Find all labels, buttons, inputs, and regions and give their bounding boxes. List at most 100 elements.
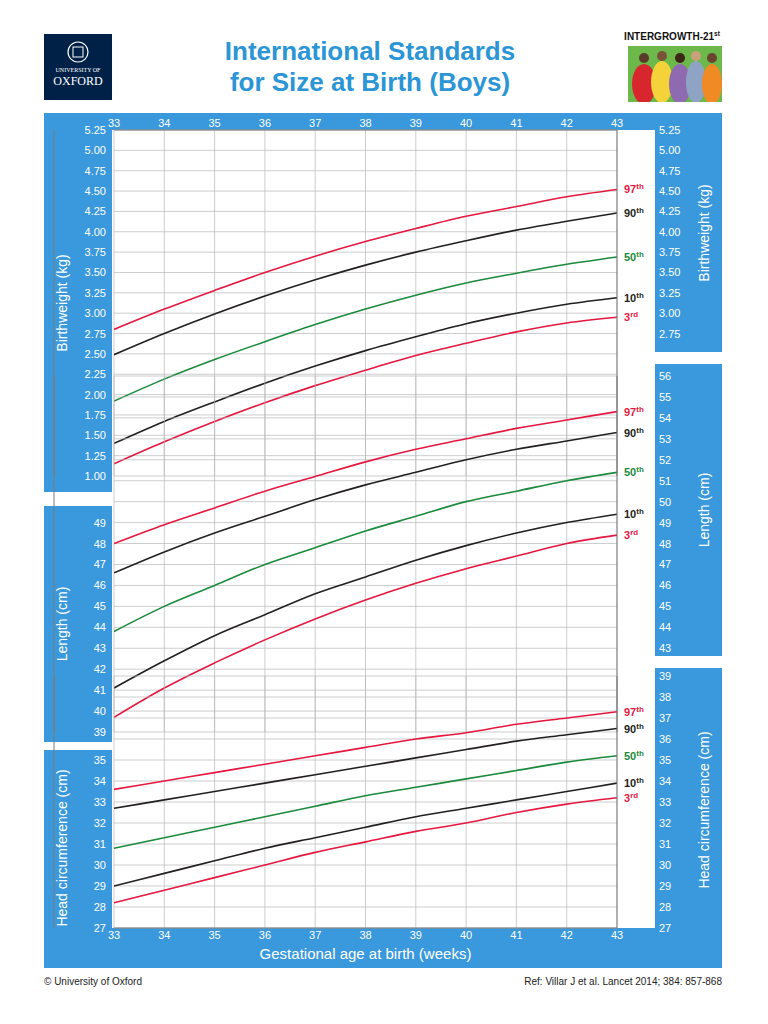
svg-text:46: 46	[659, 579, 671, 591]
svg-text:3.25: 3.25	[85, 287, 106, 299]
svg-text:29: 29	[94, 880, 106, 892]
svg-text:5.25: 5.25	[85, 124, 106, 136]
svg-text:43: 43	[611, 929, 623, 941]
svg-text:36: 36	[259, 117, 271, 129]
svg-text:37: 37	[659, 712, 671, 724]
svg-text:97th: 97th	[624, 405, 644, 418]
svg-text:3.75: 3.75	[85, 246, 106, 258]
svg-text:1.25: 1.25	[85, 450, 106, 462]
svg-text:52: 52	[659, 454, 671, 466]
svg-text:46: 46	[94, 579, 106, 591]
svg-text:35: 35	[659, 754, 671, 766]
svg-text:45: 45	[659, 600, 671, 612]
svg-text:5.00: 5.00	[85, 144, 106, 156]
svg-text:3rd: 3rd	[624, 528, 638, 541]
svg-text:34: 34	[158, 929, 170, 941]
svg-text:28: 28	[659, 901, 671, 913]
svg-text:3.50: 3.50	[659, 266, 680, 278]
svg-text:28: 28	[94, 901, 106, 913]
svg-text:3.00: 3.00	[659, 307, 680, 319]
svg-text:4.00: 4.00	[85, 226, 106, 238]
svg-text:27: 27	[659, 922, 671, 934]
svg-text:37: 37	[309, 929, 321, 941]
svg-text:40: 40	[460, 929, 472, 941]
svg-text:29: 29	[659, 880, 671, 892]
svg-text:4.50: 4.50	[85, 185, 106, 197]
svg-text:38: 38	[359, 117, 371, 129]
svg-text:3rd: 3rd	[624, 791, 638, 804]
svg-text:48: 48	[94, 538, 106, 550]
svg-text:27: 27	[94, 922, 106, 934]
svg-text:45: 45	[94, 600, 106, 612]
svg-text:31: 31	[94, 838, 106, 850]
svg-text:3.00: 3.00	[85, 307, 106, 319]
svg-text:10th: 10th	[624, 507, 644, 520]
svg-text:35: 35	[208, 929, 220, 941]
svg-text:31: 31	[659, 838, 671, 850]
svg-text:10th: 10th	[624, 776, 644, 789]
svg-text:44: 44	[659, 621, 671, 633]
svg-text:3rd: 3rd	[624, 310, 638, 323]
svg-text:3.25: 3.25	[659, 287, 680, 299]
svg-text:42: 42	[94, 663, 106, 675]
svg-text:55: 55	[659, 391, 671, 403]
svg-text:4.25: 4.25	[85, 205, 106, 217]
svg-text:49: 49	[94, 517, 106, 529]
svg-text:4.50: 4.50	[659, 185, 680, 197]
svg-text:39: 39	[410, 117, 422, 129]
svg-text:39: 39	[410, 929, 422, 941]
svg-text:47: 47	[94, 558, 106, 570]
svg-text:43: 43	[94, 642, 106, 654]
svg-text:50: 50	[659, 496, 671, 508]
svg-text:97th: 97th	[624, 182, 644, 195]
svg-text:90th: 90th	[624, 426, 644, 439]
svg-text:36: 36	[659, 733, 671, 745]
svg-text:36: 36	[259, 929, 271, 941]
svg-text:49: 49	[659, 517, 671, 529]
svg-text:41: 41	[510, 929, 522, 941]
svg-text:39: 39	[94, 726, 106, 738]
svg-text:30: 30	[94, 859, 106, 871]
svg-text:50th: 50th	[624, 465, 644, 478]
svg-text:40: 40	[94, 705, 106, 717]
svg-text:32: 32	[659, 817, 671, 829]
svg-text:39: 39	[659, 670, 671, 682]
svg-text:2.25: 2.25	[85, 368, 106, 380]
svg-text:41: 41	[94, 684, 106, 696]
svg-text:33: 33	[108, 929, 120, 941]
svg-text:47: 47	[659, 558, 671, 570]
svg-text:4.00: 4.00	[659, 226, 680, 238]
svg-text:3.75: 3.75	[659, 246, 680, 258]
svg-text:1.50: 1.50	[85, 429, 106, 441]
svg-text:33: 33	[94, 796, 106, 808]
svg-text:2.75: 2.75	[659, 328, 680, 340]
svg-text:2.50: 2.50	[85, 348, 106, 360]
svg-text:51: 51	[659, 475, 671, 487]
svg-text:1.75: 1.75	[85, 409, 106, 421]
svg-text:56: 56	[659, 370, 671, 382]
svg-text:42: 42	[561, 929, 573, 941]
svg-text:35: 35	[94, 754, 106, 766]
svg-text:30: 30	[659, 859, 671, 871]
svg-text:33: 33	[659, 796, 671, 808]
svg-text:3.50: 3.50	[85, 266, 106, 278]
svg-text:35: 35	[208, 117, 220, 129]
svg-text:5.25: 5.25	[659, 124, 680, 136]
svg-text:40: 40	[460, 117, 472, 129]
svg-text:38: 38	[359, 929, 371, 941]
svg-text:34: 34	[94, 775, 106, 787]
svg-text:38: 38	[659, 691, 671, 703]
svg-text:50th: 50th	[624, 250, 644, 263]
svg-text:41: 41	[510, 117, 522, 129]
svg-text:43: 43	[611, 117, 623, 129]
svg-text:2.00: 2.00	[85, 389, 106, 401]
svg-text:43: 43	[659, 642, 671, 654]
svg-text:50th: 50th	[624, 749, 644, 762]
svg-text:37: 37	[309, 117, 321, 129]
svg-text:33: 33	[108, 117, 120, 129]
svg-text:34: 34	[158, 117, 170, 129]
svg-text:4.75: 4.75	[85, 165, 106, 177]
svg-text:48: 48	[659, 538, 671, 550]
svg-text:97th: 97th	[624, 705, 644, 718]
svg-text:4.75: 4.75	[659, 165, 680, 177]
